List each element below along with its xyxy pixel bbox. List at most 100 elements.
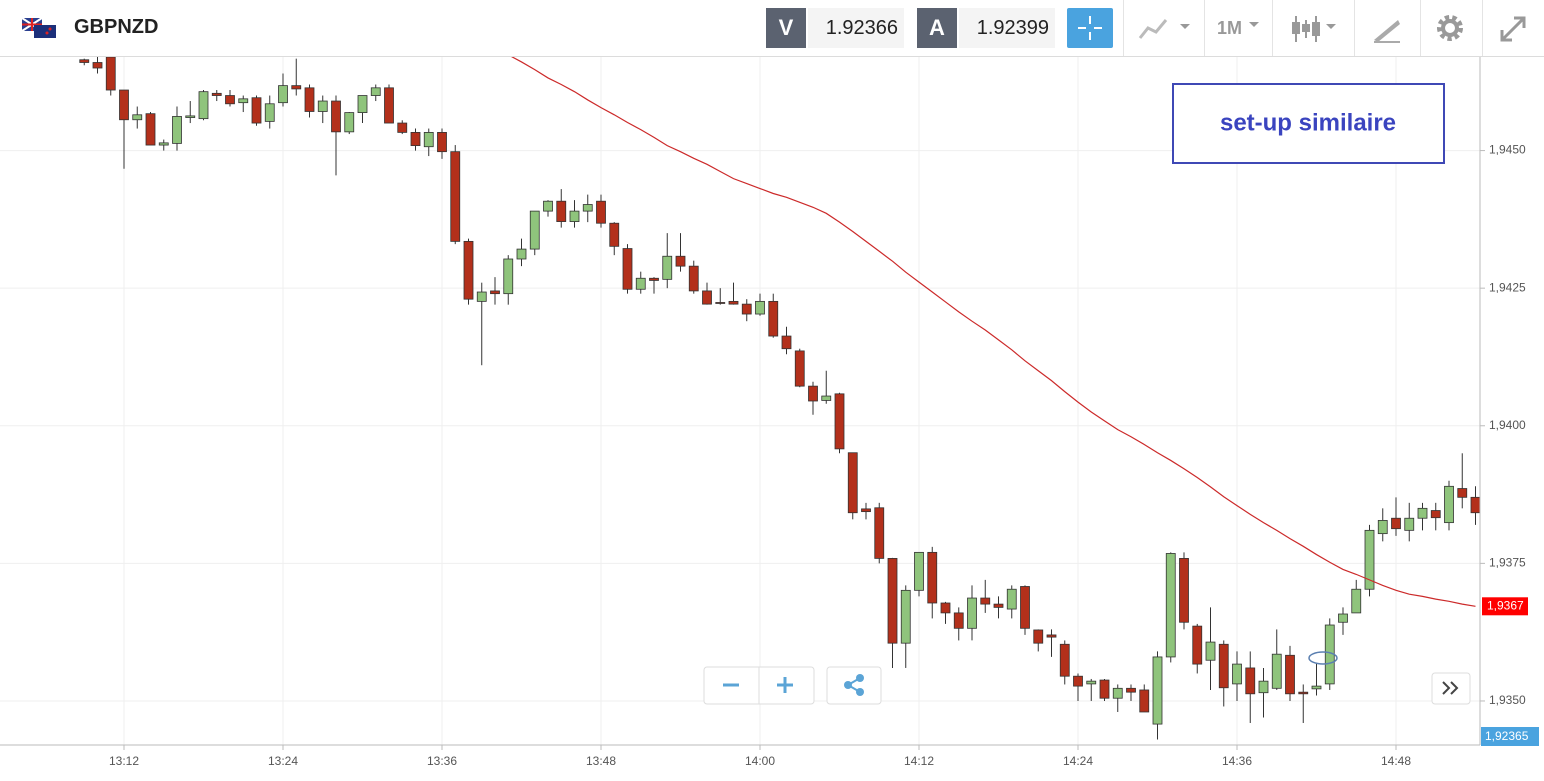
candle-down [874, 507, 885, 559]
share-button[interactable] [826, 666, 882, 705]
candle-down [768, 300, 779, 337]
candle-up [1006, 588, 1017, 610]
candle-down [1391, 517, 1401, 530]
candle-up [543, 200, 553, 212]
draw-button[interactable] [1372, 14, 1402, 44]
candle-up [967, 597, 977, 629]
ask-label[interactable]: A [917, 8, 957, 48]
candle-down [1430, 510, 1441, 519]
candle-down [649, 277, 659, 281]
candle-down [384, 87, 394, 124]
candle-up [1311, 685, 1322, 690]
scroll-end-button[interactable] [1431, 672, 1471, 705]
separator [1482, 0, 1483, 56]
candle-down [1126, 687, 1136, 693]
candle-up [158, 142, 169, 146]
scroll-end-icon [1442, 681, 1459, 695]
candle-up [185, 115, 196, 118]
candle-down [887, 558, 898, 644]
crosshair-button[interactable] [1067, 8, 1113, 48]
candle-up [370, 87, 381, 96]
timeframe[interactable]: 1M [1217, 18, 1243, 38]
candle-down [1245, 667, 1256, 695]
candle-up [1351, 588, 1362, 614]
candle-down [741, 303, 752, 315]
candle-down [291, 85, 302, 90]
candle-down [79, 59, 90, 63]
candle-down [1457, 488, 1468, 498]
candle-up [755, 300, 765, 315]
candle-down [1470, 496, 1480, 514]
candle-down [463, 240, 474, 300]
x-tick-label: 14:48 [1381, 754, 1411, 768]
grid [0, 57, 1480, 745]
candle-up [1444, 485, 1454, 524]
candle-button[interactable] [1290, 14, 1340, 44]
annotation: set-up similaire [1220, 109, 1396, 136]
ask-price[interactable]: 1.92399 [959, 8, 1055, 48]
candle-up [914, 551, 924, 591]
chart-type-button[interactable] [1138, 14, 1198, 44]
candle-down [92, 62, 103, 69]
candle-down [715, 302, 726, 304]
candle-down [861, 508, 871, 513]
candle-down [728, 300, 739, 305]
zoom-in[interactable] [777, 677, 793, 693]
candle-up [635, 277, 646, 290]
candle-up [1338, 613, 1348, 623]
candle-down [1139, 689, 1150, 713]
bid-label[interactable]: V [766, 8, 806, 48]
candle-down [834, 393, 845, 450]
candle-down [225, 95, 235, 105]
candle-up [1258, 680, 1269, 694]
share-dot [856, 688, 864, 696]
candle-up [1112, 687, 1123, 699]
share-dot [856, 674, 864, 682]
candle-down [794, 350, 805, 387]
ma-price-tag [1482, 597, 1528, 616]
candle-up [1232, 663, 1242, 685]
candle-down [331, 100, 341, 133]
fullscreen-button[interactable] [1498, 14, 1528, 44]
candle-down [847, 452, 858, 514]
y-tick-label: 1,9375 [1489, 556, 1526, 570]
candle-up [900, 589, 911, 644]
settings-button[interactable] [1436, 14, 1466, 44]
annotation-box [1172, 83, 1445, 164]
candle-down [450, 151, 461, 242]
candle-down [940, 602, 951, 614]
x-tick-label: 13:48 [586, 754, 616, 768]
candle-up [569, 210, 580, 222]
separator [1354, 0, 1355, 56]
candle-down [1192, 625, 1203, 665]
candle-down [609, 222, 620, 247]
plot-area [79, 57, 1480, 740]
candle-down [1059, 643, 1070, 677]
candle-up [1377, 520, 1388, 535]
candle-down [1179, 558, 1189, 623]
candle-down [1099, 679, 1110, 699]
candle-down [688, 265, 699, 292]
y-tick-label: 1,9400 [1489, 418, 1526, 432]
separator [1204, 0, 1205, 56]
x-tick-label: 14:00 [745, 754, 775, 768]
annotation-circle [1308, 651, 1338, 665]
candle-down [304, 87, 315, 112]
separator [1420, 0, 1421, 56]
bid-price[interactable]: 1.92366 [808, 8, 904, 48]
candle-up [172, 116, 182, 144]
candle-up [1165, 553, 1176, 658]
candle-down [211, 92, 222, 96]
candle-down [145, 113, 156, 146]
candle-down [993, 603, 1004, 608]
candle-up [1205, 641, 1216, 661]
axes: 1,9350 1,9375 1,9400 1,9425 1,9450 13:12 13:24… [109, 143, 1539, 768]
candle-down [808, 385, 818, 402]
x-tick-label: 13:24 [268, 754, 298, 768]
candle-up [278, 85, 288, 104]
ma-price-label: 1,9367 [1487, 598, 1524, 612]
candle-down [1020, 586, 1030, 629]
candle-up [1364, 529, 1375, 590]
candle-down [596, 200, 606, 224]
share-dot [844, 681, 852, 689]
